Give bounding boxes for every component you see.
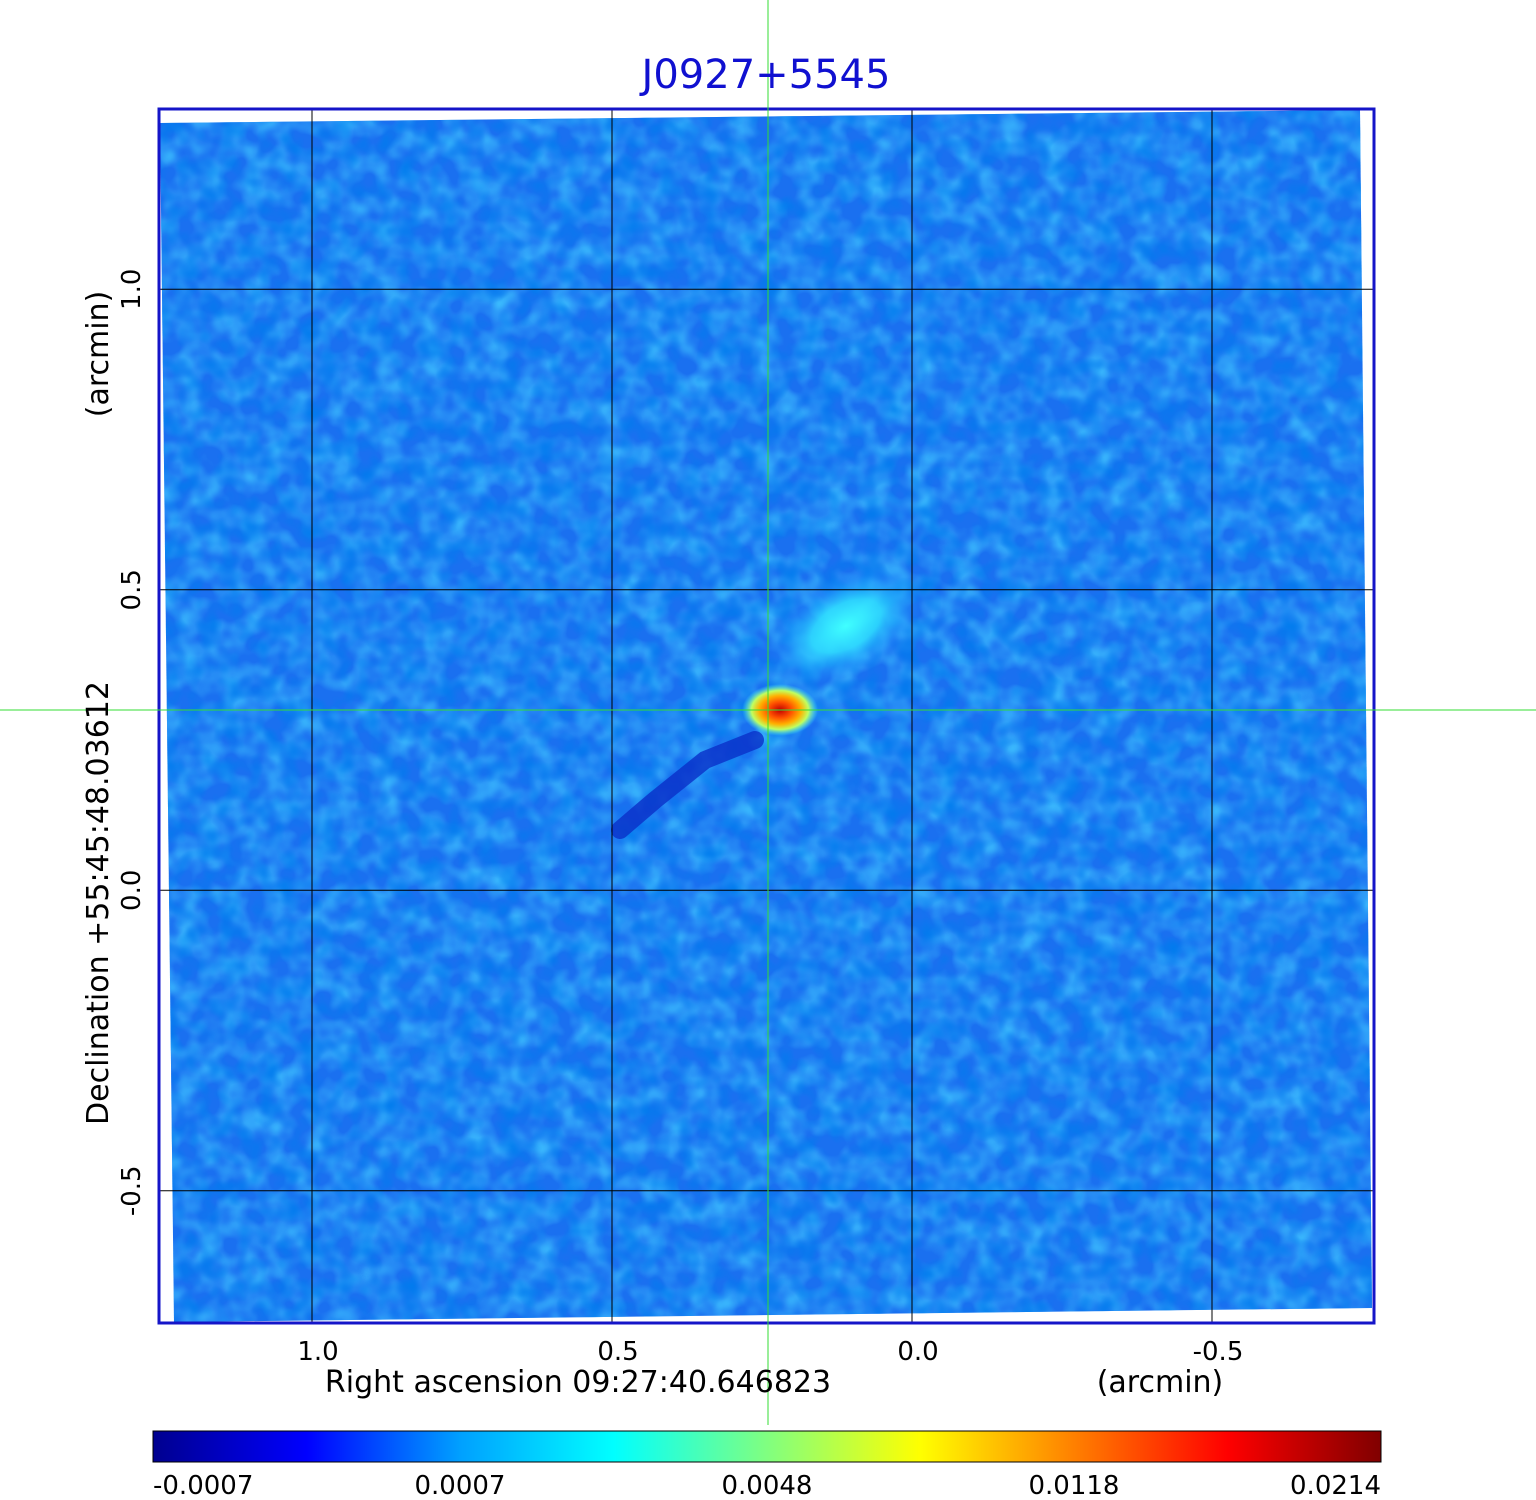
y-axis-label: Declination +55:45:48.03612 [81, 681, 116, 1125]
x-tick-labels: 1.0 0.5 0.0 -0.5 [297, 1337, 1243, 1367]
x-tick-label: 1.0 [297, 1337, 338, 1367]
colorbar-tick-label: 0.0007 [415, 1471, 506, 1500]
y-axis-unit: (arcmin) [81, 291, 116, 418]
plot-frame [157, 107, 1376, 1325]
y-tick-label: 0.0 [117, 870, 147, 911]
crosshair [0, 0, 1536, 1425]
sky-image [160, 110, 1372, 1322]
x-axis-label: Right ascension 09:27:40.646823 [325, 1365, 831, 1400]
coordinate-grid [159, 109, 1374, 1323]
negative-trough [611, 731, 764, 839]
chart-title: J0927+5545 [639, 52, 891, 98]
colorbar-tick-labels: -0.0007 0.0007 0.0048 0.0118 0.0214 [153, 1471, 1381, 1500]
y-tick-labels: 1.0 0.5 0.0 -0.5 [117, 269, 147, 1217]
y-tick-label: -0.5 [117, 1165, 147, 1216]
colorbar-tick-label: 0.0048 [722, 1471, 813, 1500]
y-tick-label: 1.0 [117, 269, 147, 310]
colorbar-tick-label: 0.0214 [1290, 1471, 1381, 1500]
x-tick-label: -0.5 [1193, 1337, 1244, 1367]
colorbar [152, 1430, 1382, 1463]
colorbar-tick-label: -0.0007 [153, 1471, 253, 1500]
x-tick-label: 0.0 [897, 1337, 938, 1367]
y-tick-label: 0.5 [117, 569, 147, 610]
extended-emission [768, 566, 924, 686]
x-axis-unit: (arcmin) [1097, 1365, 1224, 1400]
x-tick-label: 0.5 [597, 1337, 638, 1367]
colorbar-tick-label: 0.0118 [1029, 1471, 1120, 1500]
